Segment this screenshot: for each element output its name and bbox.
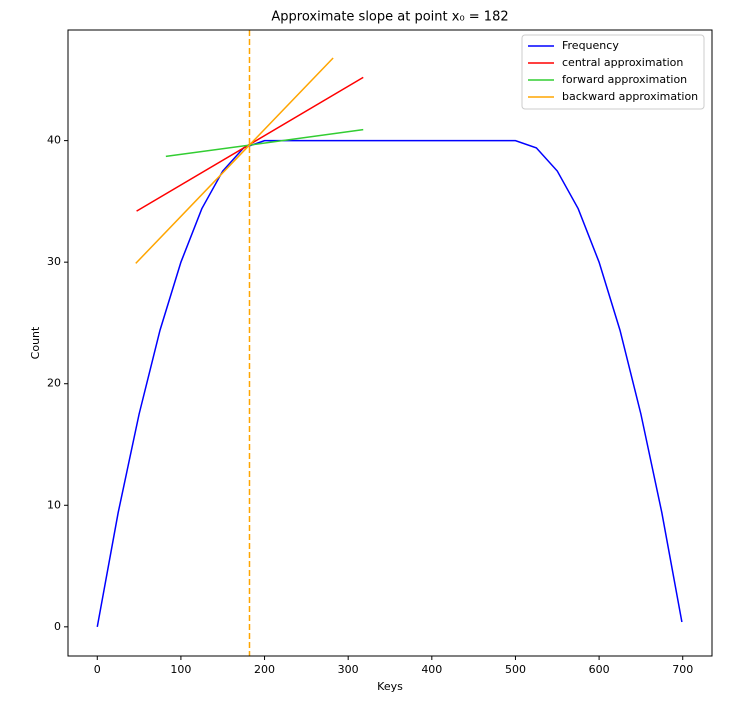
x-tick-label: 300 [338, 663, 359, 676]
y-tick-label: 30 [47, 255, 61, 268]
y-tick-label: 20 [47, 377, 61, 390]
x-tick-label: 500 [505, 663, 526, 676]
y-tick-label: 0 [54, 620, 61, 633]
legend-label: Frequency [562, 39, 619, 52]
plot-frame [67, 29, 713, 657]
series-line [165, 128, 364, 158]
x-axis-label: Keys [377, 680, 403, 693]
legend-label: backward approximation [562, 90, 698, 103]
x-tick-label: 400 [421, 663, 442, 676]
legend-label: central approximation [562, 56, 683, 69]
series-line [96, 139, 683, 627]
legend-box [521, 34, 705, 110]
y-axis-label: Count [29, 326, 42, 359]
y-tick-label: 40 [47, 134, 61, 147]
chart-title: Approximate slope at point x₀ = 182 [271, 10, 508, 25]
x-tick-label: 700 [672, 663, 693, 676]
x-tick-label: 0 [94, 663, 101, 676]
x-tick-label: 100 [170, 663, 191, 676]
legend-label: forward approximation [562, 73, 687, 86]
x-tick-label: 200 [254, 663, 275, 676]
x-tick-label: 600 [589, 663, 610, 676]
series-line [135, 57, 334, 264]
y-tick-label: 10 [47, 498, 61, 511]
